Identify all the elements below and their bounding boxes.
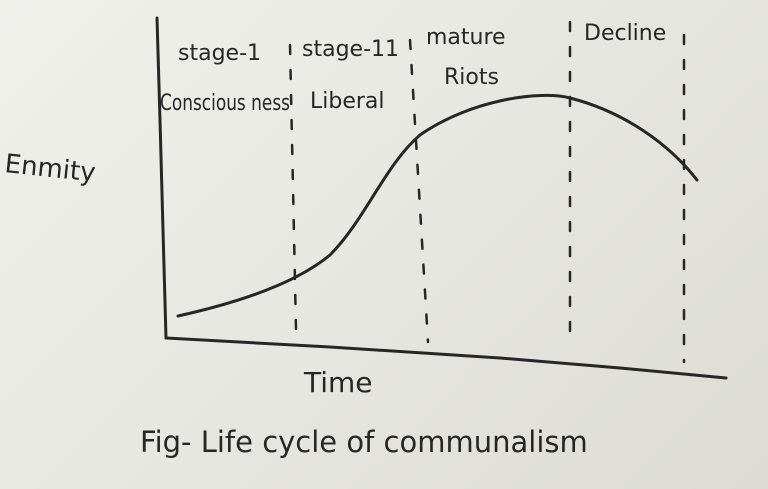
stage-3-sublabel: Riots [444, 65, 499, 90]
stage-1-sublabel-text: Conscious ness [160, 91, 290, 116]
enmity-curve [176, 93, 699, 318]
stage-1-label: stage-1 [178, 41, 261, 66]
y-axis [155, 16, 168, 340]
stage-1-sublabel: Conscious ness [160, 91, 290, 116]
stage-3-label: mature [426, 25, 506, 50]
stage-2-sublabel: Liberal [310, 89, 385, 114]
x-axis [164, 336, 728, 380]
x-axis-label: Time [303, 366, 373, 399]
divider-stage-1 [288, 43, 298, 332]
stage-2-label: stage-11 [302, 37, 399, 62]
y-axis-label: Enmity [3, 149, 97, 188]
divider-stage-2 [408, 38, 430, 344]
figure-caption: Fig- Life cycle of communalism [140, 425, 588, 459]
stage-4-label: Decline [584, 21, 666, 46]
